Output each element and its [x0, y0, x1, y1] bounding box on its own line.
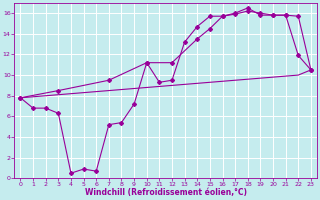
X-axis label: Windchill (Refroidissement éolien,°C): Windchill (Refroidissement éolien,°C): [85, 188, 247, 197]
